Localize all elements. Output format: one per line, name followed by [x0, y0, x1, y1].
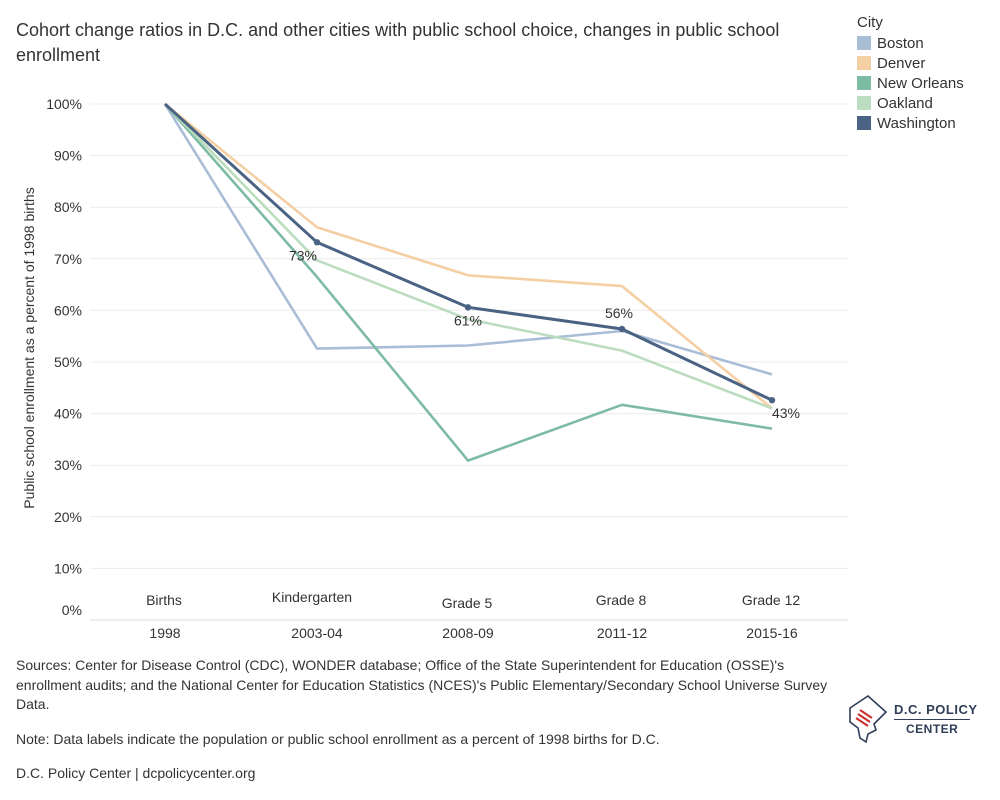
series-line-denver: [164, 102, 773, 410]
data-label: 73%: [289, 247, 317, 263]
y-tick-label: 80%: [54, 199, 82, 215]
data-point: [618, 325, 626, 333]
series-line-oakland: [164, 103, 773, 410]
y-tick-label: 100%: [46, 96, 82, 112]
y-tick-label: 40%: [54, 406, 82, 422]
data-point: [313, 239, 321, 246]
y-tick-label: 50%: [54, 354, 82, 370]
data-labels: 73% 61% 56% 43%: [289, 247, 800, 421]
credit-text: D.C. Policy Center | dcpolicycenter.org: [16, 765, 256, 781]
gridlines: [90, 103, 848, 569]
legend-label: Boston: [877, 34, 924, 52]
legend-swatch: [857, 116, 871, 130]
x-year-label: 2008-09: [442, 625, 494, 641]
y-tick-label: 90%: [54, 148, 82, 164]
x-year-label: 1998: [149, 625, 180, 641]
series-line-boston: [163, 103, 773, 376]
legend-item[interactable]: Washington: [857, 113, 964, 133]
x-stage-label: Kindergarten: [272, 589, 352, 605]
data-label: 43%: [772, 405, 800, 421]
axes: 0% 10% 20% 30% 40% 50% 60% 70% 80% 90% 100% Public …: [21, 96, 848, 641]
series-line-new-orleans: [164, 103, 773, 462]
data-label: 61%: [454, 312, 482, 328]
legend-swatch: [857, 96, 871, 110]
note-text: Note: Data labels indicate the populatio…: [16, 731, 660, 747]
x-stage-label: Grade 8: [596, 592, 647, 608]
legend-swatch: [857, 56, 871, 70]
line-chart: 0% 10% 20% 30% 40% 50% 60% 70% 80% 90% 100% Public …: [21, 96, 848, 641]
x-stage-label: Grade 5: [442, 595, 493, 611]
legend-swatch: [857, 76, 871, 90]
x-year-label: 2003-04: [291, 625, 343, 641]
legend-item[interactable]: Boston: [857, 33, 964, 53]
x-stage-label: Grade 12: [742, 592, 801, 608]
dc-map-icon: [849, 694, 888, 744]
x-year-label: 2015-16: [746, 625, 798, 641]
x-stage-label: Births: [146, 592, 182, 608]
legend-label: Denver: [877, 54, 926, 72]
x-year-label: 2011-12: [597, 625, 648, 641]
data-point: [768, 396, 776, 404]
legend-title: City: [857, 14, 883, 31]
sources-text: Sources: Center for Disease Control (CDC…: [16, 657, 828, 712]
legend-item[interactable]: Denver: [857, 53, 964, 73]
logo-line2: CENTER: [906, 722, 959, 736]
y-tick-label: 10%: [54, 560, 82, 576]
y-axis-title: Public school enrollment as a percent of…: [21, 187, 37, 508]
dc-policy-center-logo: D.C. POLICY CENTER: [846, 694, 986, 750]
data-point: [464, 304, 472, 311]
legend-label: Washington: [877, 114, 956, 132]
legend-item[interactable]: New Orleans: [857, 73, 964, 93]
legend-item[interactable]: Oakland: [857, 93, 964, 113]
legend: City Boston Denver New Orleans Oakland Washi…: [857, 14, 964, 133]
y-tick-label: 60%: [54, 302, 82, 318]
logo-line1: D.C. POLICY: [894, 702, 978, 717]
y-tick-label: 30%: [54, 457, 82, 473]
chart-title: Cohort change ratios in D.C. and other c…: [16, 20, 780, 65]
y-tick-label: 70%: [54, 251, 82, 267]
legend-label: New Orleans: [877, 74, 964, 92]
series-lines: [163, 102, 776, 462]
legend-swatch: [857, 36, 871, 50]
data-label: 56%: [605, 305, 633, 321]
y-tick-label: 20%: [54, 509, 82, 525]
legend-label: Oakland: [877, 94, 933, 112]
y-tick-label: 0%: [62, 602, 82, 618]
